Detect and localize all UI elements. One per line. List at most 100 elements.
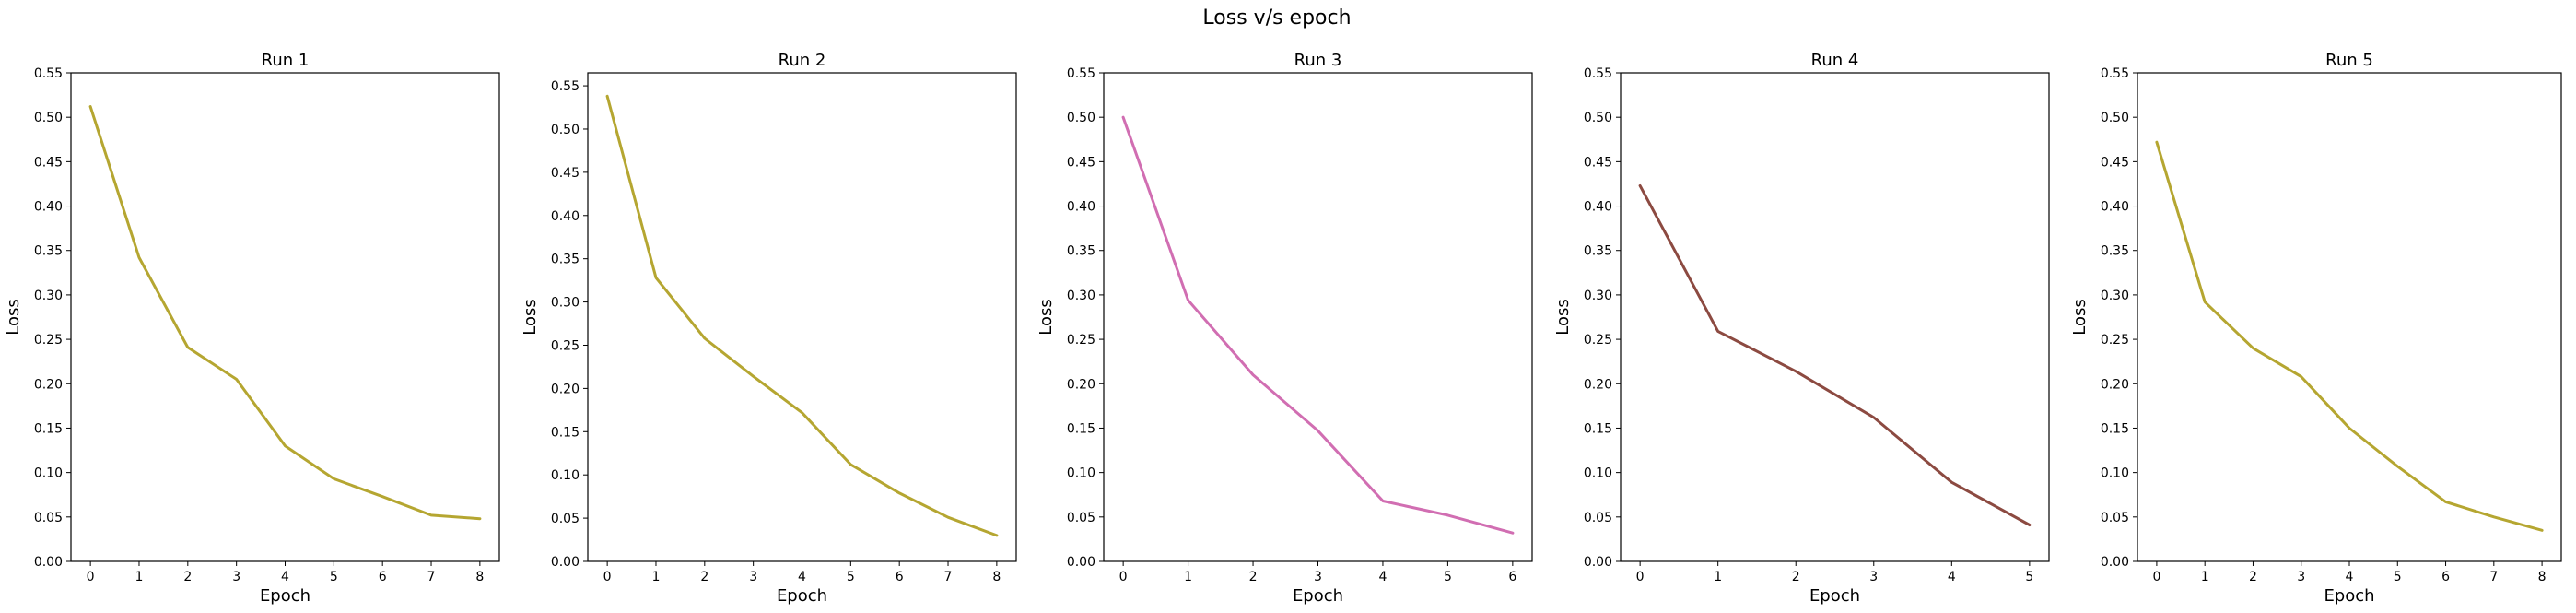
y-tick-label: 0.30 <box>2101 289 2129 303</box>
subplot-title: Run 1 <box>262 51 310 70</box>
y-tick-label: 0.45 <box>2101 155 2129 170</box>
x-tick-label: 5 <box>330 570 338 584</box>
x-tick-label: 1 <box>652 570 661 584</box>
series-line <box>88 105 482 521</box>
x-tick-label: 1 <box>135 570 144 584</box>
x-tick-label: 8 <box>2538 570 2547 584</box>
x-tick-label: 4 <box>2346 570 2354 584</box>
y-tick-label: 0.05 <box>551 512 580 526</box>
x-tick-label: 6 <box>1508 570 1516 584</box>
y-tick-label: 0.45 <box>34 155 63 170</box>
x-tick-label: 3 <box>232 570 240 584</box>
y-axis-label: Loss <box>521 299 540 335</box>
subplot-title: Run 5 <box>2325 51 2373 70</box>
y-tick-label: 0.25 <box>34 333 63 348</box>
x-tick-label: 0 <box>1636 570 1645 584</box>
x-tick-label: 1 <box>1714 570 1722 584</box>
x-tick-label: 1 <box>2201 570 2209 584</box>
y-tick-label: 0.30 <box>34 289 63 303</box>
subplot-4: Run 4 0.00 0.05 0.10 0.15 0.20 0.25 0.30 0.35 0.4… <box>1553 51 2050 606</box>
y-tick-label: 0.50 <box>551 123 580 137</box>
y-tick-label: 0.30 <box>1584 289 1612 303</box>
y-axis-label: Loss <box>1036 299 1056 335</box>
subplot-title: Run 2 <box>779 51 826 70</box>
y-tick-label: 0.20 <box>2101 377 2129 392</box>
x-tick-label: 4 <box>1948 570 1956 584</box>
y-tick-label: 0.55 <box>1067 66 1095 81</box>
y-tick-label: 0.35 <box>34 244 63 259</box>
x-axis-label: Epoch <box>777 586 827 606</box>
y-tick-label: 0.05 <box>34 511 63 525</box>
x-tick-label: 4 <box>798 570 806 584</box>
y-tick-label: 0.15 <box>1584 421 1612 436</box>
x-tick-label: 5 <box>847 570 855 584</box>
y-tick-label: 0.20 <box>551 382 580 396</box>
y-axis-label: Loss <box>4 299 23 335</box>
axes-frame <box>587 72 1017 562</box>
y-tick-label: 0.30 <box>1067 289 1095 303</box>
y-tick-label: 0.00 <box>551 555 580 570</box>
x-tick-label: 4 <box>1378 570 1387 584</box>
y-tick-label: 0.55 <box>2101 66 2129 81</box>
y-tick-label: 0.40 <box>551 209 580 224</box>
series-line <box>605 94 999 537</box>
y-tick-label: 0.50 <box>34 111 63 125</box>
series-line <box>2155 140 2544 532</box>
y-tick-label: 0.15 <box>1067 421 1095 436</box>
y-tick-label: 0.55 <box>34 66 63 81</box>
y-tick-label: 0.20 <box>1584 377 1612 392</box>
figure-title: Loss v/s epoch <box>1202 6 1351 29</box>
x-tick-label: 7 <box>427 570 436 584</box>
x-tick-label: 6 <box>896 570 904 584</box>
y-tick-label: 0.10 <box>1584 466 1612 481</box>
y-tick-label: 0.00 <box>2101 555 2129 570</box>
y-tick-label: 0.20 <box>1067 377 1095 392</box>
y-tick-label: 0.55 <box>1584 66 1612 81</box>
y-tick-label: 0.35 <box>551 253 580 267</box>
y-tick-label: 0.10 <box>1067 466 1095 481</box>
y-tick-label: 0.35 <box>2101 244 2129 259</box>
series-line <box>1121 115 1515 535</box>
x-axis-label: Epoch <box>2324 586 2374 606</box>
x-axis-label: Epoch <box>260 586 310 606</box>
y-tick-label: 0.30 <box>551 296 580 311</box>
axes-frame <box>1103 72 1533 562</box>
y-tick-label: 0.50 <box>1584 111 1612 125</box>
y-tick-label: 0.50 <box>1067 111 1095 125</box>
y-axis-label: Loss <box>1553 299 1573 335</box>
x-axis-label: Epoch <box>1809 586 1860 606</box>
x-tick-label: 6 <box>379 570 387 584</box>
subplot-1: Run 1 0.00 0.05 0.10 0.15 0.20 0.25 0.30 0.35 0.4… <box>4 51 500 606</box>
x-tick-label: 5 <box>2025 570 2033 584</box>
x-tick-label: 5 <box>1444 570 1452 584</box>
y-tick-label: 0.10 <box>34 466 63 481</box>
x-tick-label: 7 <box>2489 570 2498 584</box>
y-tick-label: 0.15 <box>551 425 580 440</box>
axes-frame <box>2137 72 2562 562</box>
x-tick-label: 0 <box>1119 570 1128 584</box>
x-tick-label: 2 <box>183 570 192 584</box>
y-tick-label: 0.15 <box>34 421 63 436</box>
y-tick-label: 0.45 <box>1584 155 1612 170</box>
subplot-3: Run 3 0.00 0.05 0.10 0.15 0.20 0.25 0.30 0.35 0.4… <box>1036 51 1533 606</box>
x-tick-label: 3 <box>2297 570 2305 584</box>
y-tick-label: 0.40 <box>34 200 63 215</box>
subplot-title: Run 4 <box>1811 51 1859 70</box>
y-tick-label: 0.40 <box>1584 200 1612 215</box>
x-axis-label: Epoch <box>1293 586 1343 606</box>
y-tick-label: 0.45 <box>1067 155 1095 170</box>
y-tick-label: 0.00 <box>1067 555 1095 570</box>
x-tick-label: 7 <box>944 570 953 584</box>
y-tick-label: 0.40 <box>2101 200 2129 215</box>
subplot-title: Run 3 <box>1294 51 1342 70</box>
y-tick-label: 0.25 <box>1067 333 1095 348</box>
axes-frame <box>70 72 500 562</box>
y-tick-label: 0.25 <box>1584 333 1612 348</box>
x-tick-label: 1 <box>1184 570 1192 584</box>
x-tick-label: 2 <box>1792 570 1800 584</box>
x-tick-label: 0 <box>2152 570 2160 584</box>
x-tick-label: 3 <box>1314 570 1322 584</box>
x-tick-label: 0 <box>87 570 95 584</box>
x-tick-label: 6 <box>2441 570 2450 584</box>
